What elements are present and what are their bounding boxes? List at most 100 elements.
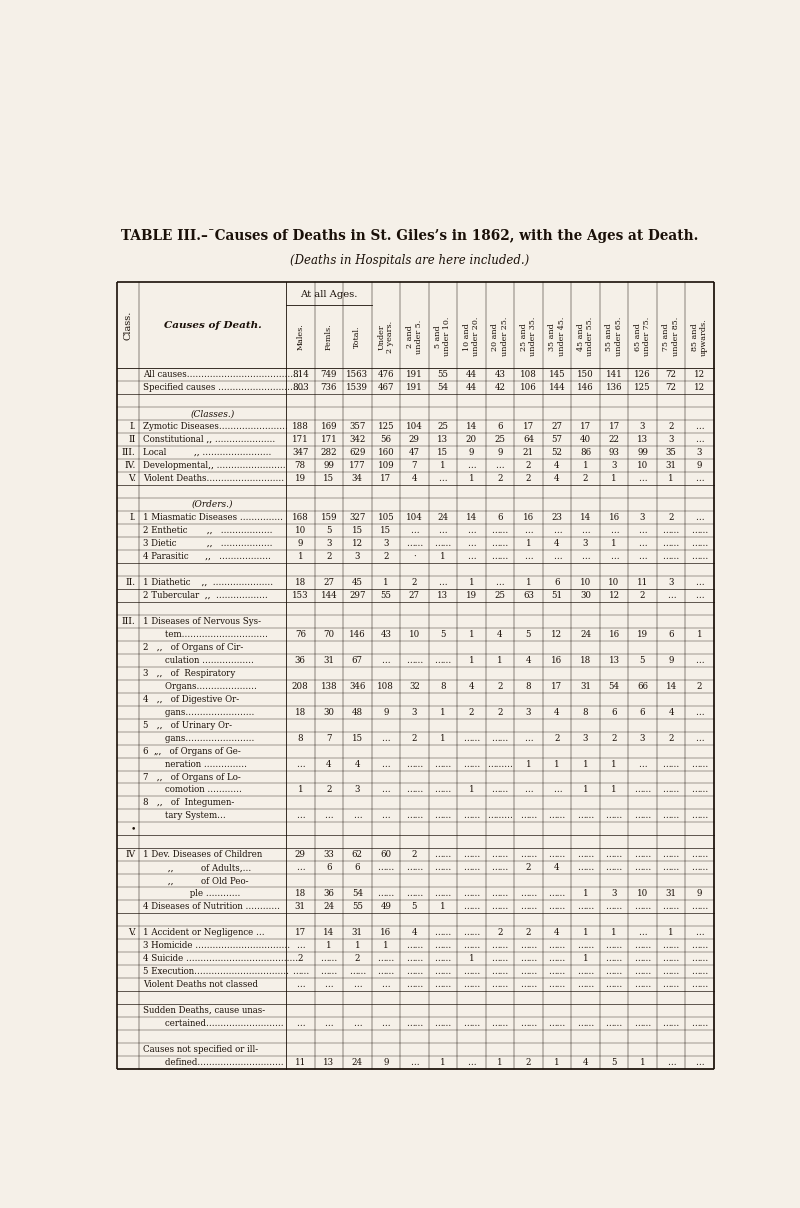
Text: 16: 16 xyxy=(380,928,391,937)
Text: 42: 42 xyxy=(494,383,506,393)
Text: 1: 1 xyxy=(611,785,617,795)
Text: ……: …… xyxy=(548,902,566,911)
Text: ……: …… xyxy=(577,1020,594,1028)
Text: ……: …… xyxy=(577,941,594,951)
Text: 17: 17 xyxy=(580,422,591,431)
Text: 3: 3 xyxy=(611,889,617,899)
Text: …: … xyxy=(638,928,647,937)
Text: 3: 3 xyxy=(640,513,645,522)
Text: ……: …… xyxy=(377,968,394,976)
Text: ……: …… xyxy=(462,864,480,872)
Text: TABLE III.–¯Causes of Deaths in St. Giles’s in 1862, with the Ages at Death.: TABLE III.–¯Causes of Deaths in St. Gile… xyxy=(122,228,698,243)
Text: 106: 106 xyxy=(520,383,537,393)
Text: ……: …… xyxy=(292,968,309,976)
Text: ……: …… xyxy=(434,850,451,859)
Text: 5: 5 xyxy=(526,629,531,639)
Text: 40: 40 xyxy=(580,435,591,445)
Text: 1: 1 xyxy=(469,954,474,963)
Text: 297: 297 xyxy=(349,591,366,600)
Text: 11: 11 xyxy=(294,1058,306,1067)
Text: 2 Enthetic       ,,   ………………: 2 Enthetic ,, ……………… xyxy=(142,525,272,535)
Text: ……: …… xyxy=(662,902,680,911)
Text: 51: 51 xyxy=(551,591,562,600)
Text: 282: 282 xyxy=(321,448,337,457)
Text: 45 and
under 55.: 45 and under 55. xyxy=(577,316,594,356)
Text: 2: 2 xyxy=(526,928,531,937)
Text: ……: …… xyxy=(691,525,708,535)
Text: 2: 2 xyxy=(526,1058,531,1067)
Text: 342: 342 xyxy=(349,435,366,445)
Text: ……: …… xyxy=(462,941,480,951)
Text: 736: 736 xyxy=(321,383,337,393)
Text: 2 Tubercular  ,,  ………………: 2 Tubercular ,, ……………… xyxy=(142,591,267,600)
Text: II: II xyxy=(128,435,136,445)
Text: ……: …… xyxy=(434,980,451,989)
Text: 3 Dietic           ,,   ………………: 3 Dietic ,, ……………… xyxy=(142,539,272,548)
Text: ……: …… xyxy=(662,864,680,872)
Text: 1: 1 xyxy=(640,1058,646,1067)
Text: 7: 7 xyxy=(326,733,331,743)
Text: ……: …… xyxy=(520,954,537,963)
Text: 6: 6 xyxy=(554,577,560,587)
Text: 1: 1 xyxy=(440,1058,446,1067)
Text: …: … xyxy=(382,733,390,743)
Text: ……: …… xyxy=(606,954,622,963)
Text: 5: 5 xyxy=(640,656,646,664)
Text: 31: 31 xyxy=(666,889,677,899)
Text: 22: 22 xyxy=(609,435,619,445)
Text: 150: 150 xyxy=(577,370,594,379)
Text: Under
2 years.: Under 2 years. xyxy=(378,320,394,353)
Text: 29: 29 xyxy=(294,850,306,859)
Text: …: … xyxy=(353,1020,362,1028)
Text: …: … xyxy=(553,525,562,535)
Text: …: … xyxy=(638,552,647,561)
Text: 191: 191 xyxy=(406,383,422,393)
Text: 126: 126 xyxy=(634,370,651,379)
Text: …: … xyxy=(695,928,704,937)
Text: ……: …… xyxy=(491,902,509,911)
Text: 15: 15 xyxy=(352,733,363,743)
Text: 30: 30 xyxy=(580,591,591,600)
Text: 1: 1 xyxy=(611,928,617,937)
Text: ……: …… xyxy=(377,954,394,963)
Text: ……: …… xyxy=(662,525,680,535)
Text: 29: 29 xyxy=(409,435,420,445)
Text: 1: 1 xyxy=(554,1058,560,1067)
Text: ……: …… xyxy=(462,889,480,899)
Text: ……: …… xyxy=(606,980,622,989)
Text: IV.: IV. xyxy=(124,461,136,470)
Text: 11: 11 xyxy=(637,577,648,587)
Text: ……: …… xyxy=(406,785,423,795)
Text: 814: 814 xyxy=(292,370,309,379)
Text: 65 and
under 75.: 65 and under 75. xyxy=(634,316,651,356)
Text: 31: 31 xyxy=(580,681,591,691)
Text: V.: V. xyxy=(128,474,136,483)
Text: 78: 78 xyxy=(294,461,306,470)
Text: 4 Suicide …………………………………: 4 Suicide ………………………………… xyxy=(142,954,298,963)
Text: Total.: Total. xyxy=(354,325,362,348)
Text: 24: 24 xyxy=(580,629,591,639)
Text: ……: …… xyxy=(662,812,680,820)
Text: ……: …… xyxy=(406,812,423,820)
Text: …: … xyxy=(382,812,390,820)
Text: 3: 3 xyxy=(354,552,360,561)
Text: 3: 3 xyxy=(640,733,645,743)
Text: 5: 5 xyxy=(326,525,331,535)
Text: 12: 12 xyxy=(551,629,562,639)
Text: 24: 24 xyxy=(438,513,448,522)
Text: tary System…: tary System… xyxy=(142,812,226,820)
Text: 4: 4 xyxy=(554,539,560,548)
Text: 6: 6 xyxy=(611,708,617,716)
Text: 99: 99 xyxy=(637,448,648,457)
Text: 21: 21 xyxy=(523,448,534,457)
Text: 13: 13 xyxy=(438,591,448,600)
Text: 35: 35 xyxy=(666,448,677,457)
Text: ……: …… xyxy=(691,539,708,548)
Text: ……: …… xyxy=(520,941,537,951)
Text: 17: 17 xyxy=(380,474,391,483)
Text: 33: 33 xyxy=(323,850,334,859)
Text: Sudden Deaths, cause unas-: Sudden Deaths, cause unas- xyxy=(142,1006,265,1015)
Text: 3   ,,   of  Respiratory: 3 ,, of Respiratory xyxy=(142,669,235,678)
Text: ……: …… xyxy=(462,850,480,859)
Text: …: … xyxy=(325,1020,333,1028)
